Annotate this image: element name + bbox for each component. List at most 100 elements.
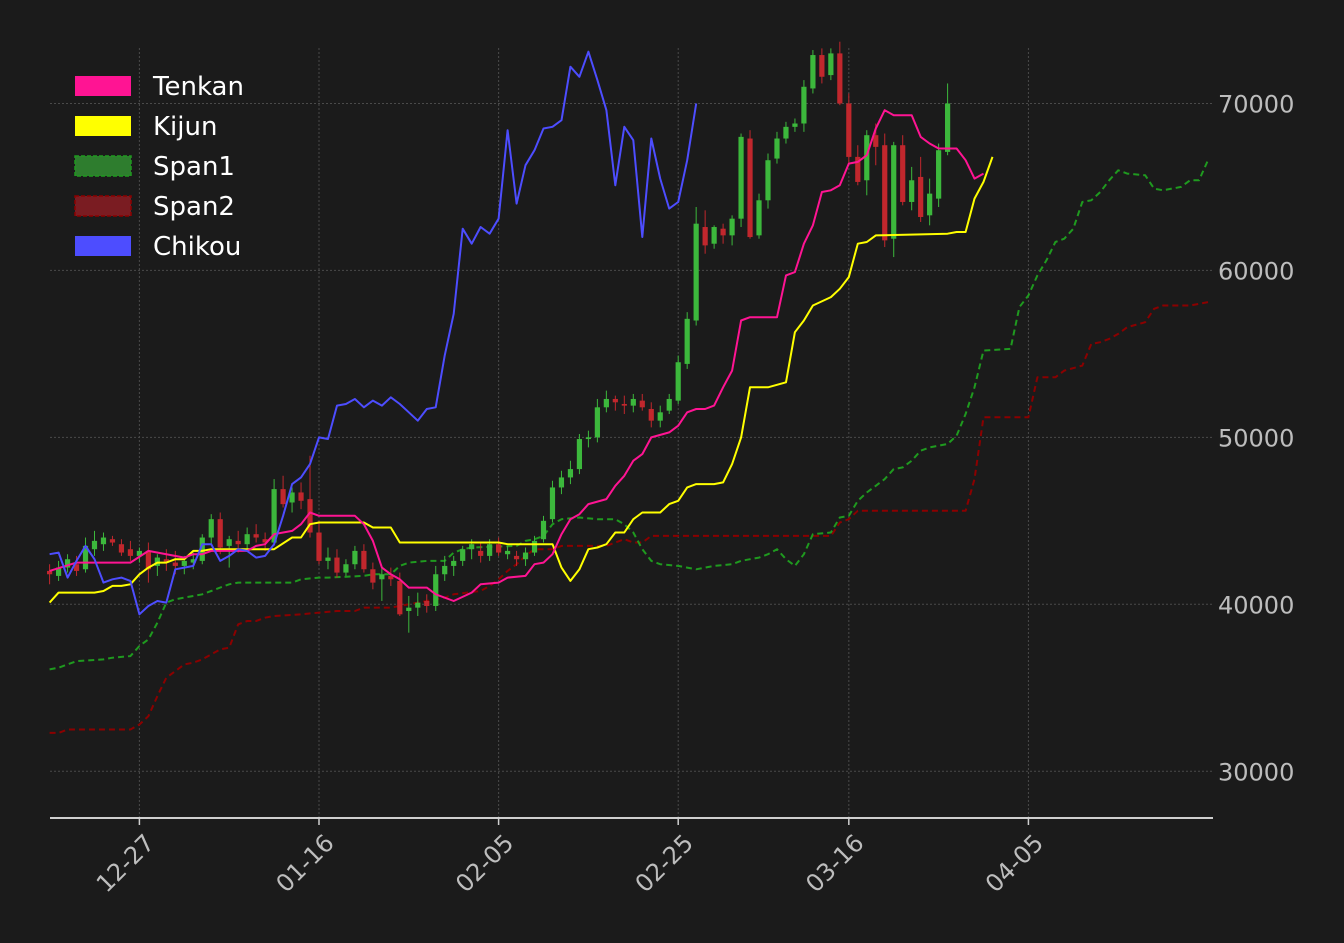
candle-body: [91, 540, 98, 550]
candle-body: [711, 227, 717, 244]
candle-body: [451, 560, 457, 566]
candle-body: [109, 539, 116, 543]
tenkan-series: [49, 109, 984, 602]
candle-body: [720, 228, 726, 236]
y-tick-label: 60000: [1218, 257, 1294, 285]
legend: Tenkan Kijun Span1 Span2 Chikou: [74, 72, 244, 262]
chikou-line: [49, 50, 698, 616]
candle-body: [864, 135, 870, 181]
candle-body: [127, 549, 134, 556]
span1-series: [49, 159, 1209, 671]
legend-swatch-kijun: [75, 116, 131, 136]
candle-body: [442, 565, 448, 575]
tenkan-line: [49, 109, 984, 602]
candle-body: [397, 580, 403, 615]
candle-body: [145, 550, 151, 570]
candle-body: [693, 223, 699, 321]
candle-body: [918, 176, 924, 217]
candle-body: [855, 156, 861, 182]
kijun-series: [48, 156, 994, 604]
candle-body: [630, 398, 636, 406]
candle-body: [522, 552, 529, 560]
legend-swatch-span1: [74, 155, 132, 177]
candle-body: [199, 537, 205, 561]
candle-body: [415, 602, 421, 608]
legend-label-span1: Span1: [153, 152, 235, 182]
candle-body: [100, 537, 107, 545]
candle-body: [576, 439, 583, 470]
candle-body: [388, 575, 394, 580]
candle-body: [945, 103, 951, 152]
candle-body: [334, 557, 340, 573]
candle-body: [792, 123, 798, 127]
candle-body: [352, 550, 358, 565]
candle-body: [217, 519, 223, 548]
candle-body: [379, 574, 385, 580]
candle-body: [603, 398, 609, 408]
candle-body: [675, 362, 681, 401]
candle-body: [612, 398, 618, 403]
grid: [50, 48, 1213, 818]
candle-body: [118, 544, 125, 553]
candle-body: [190, 559, 196, 563]
y-tick-label: 50000: [1218, 424, 1294, 452]
candle-body: [172, 562, 178, 566]
span1-line: [49, 159, 1209, 671]
candle-body: [882, 145, 888, 241]
candle-body: [406, 607, 412, 611]
legend-label-chikou: Chikou: [153, 232, 241, 262]
candle-body: [873, 135, 879, 147]
candle-body: [567, 469, 574, 478]
legend-label-kijun: Kijun: [153, 112, 217, 142]
candle-body: [208, 519, 214, 538]
candle-body: [226, 539, 232, 546]
candle-body: [747, 138, 753, 238]
candle-body: [540, 520, 547, 540]
candle-body: [594, 407, 600, 438]
candle-body: [891, 145, 897, 239]
candle-body: [549, 487, 556, 520]
candle-body: [361, 550, 367, 570]
candle-body: [513, 555, 520, 560]
candle-body: [702, 227, 708, 246]
candle-body: [64, 559, 71, 568]
legend-swatch-span2: [74, 195, 132, 217]
candle-body: [325, 557, 331, 561]
candle-body: [235, 540, 241, 545]
legend-label-tenkan: Tenkan: [152, 72, 244, 102]
candle-body: [585, 437, 591, 440]
chikou-series: [49, 50, 698, 616]
candle-body: [819, 55, 825, 77]
candle-body: [136, 550, 142, 556]
candle-body: [73, 564, 80, 571]
candle-body: [846, 103, 852, 157]
candle-body: [837, 53, 843, 104]
candle-body: [316, 532, 322, 561]
candle-body: [801, 86, 807, 124]
candle-body: [487, 544, 493, 556]
candle-body: [343, 564, 349, 573]
candle-body: [469, 544, 475, 550]
candle-body: [82, 545, 89, 570]
candle-body: [253, 534, 259, 538]
candle-body: [289, 492, 295, 503]
candle-body: [271, 489, 277, 543]
candle-body: [55, 567, 62, 576]
candle-body: [621, 403, 627, 406]
candle-body: [927, 193, 933, 216]
legend-label-span2: Span2: [153, 192, 235, 222]
candle-body: [657, 412, 663, 421]
y-tick-label: 40000: [1218, 591, 1294, 619]
y-axis-ticks: 30000 40000 50000 60000 70000: [1218, 90, 1294, 786]
candle-body: [729, 218, 735, 236]
candle-body: [280, 489, 286, 505]
candle-body: [765, 160, 771, 201]
candle-body: [900, 145, 906, 202]
candle-body: [909, 180, 915, 202]
candle-body: [783, 126, 789, 139]
candle-body: [496, 544, 502, 553]
candle-body: [558, 477, 565, 488]
candle-body: [756, 200, 762, 236]
